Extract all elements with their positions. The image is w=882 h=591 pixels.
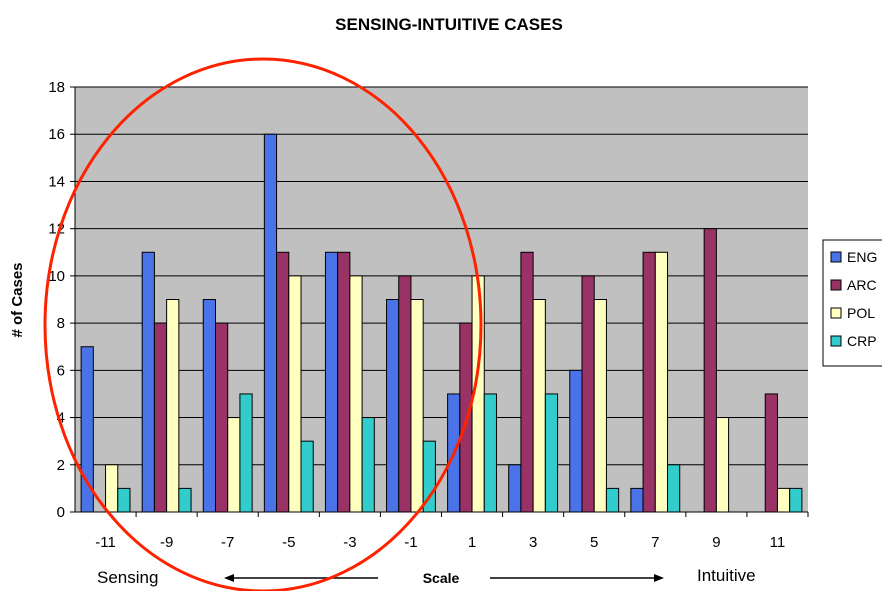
bar-crp--3 — [361, 417, 375, 513]
bar-crp-7 — [667, 464, 681, 513]
bar-pol--3 — [349, 275, 363, 513]
bar-pol-9 — [715, 417, 730, 513]
x-tick-label: 9 — [712, 534, 720, 551]
bar-arc--5 — [276, 251, 290, 513]
legend: ENG ARC POL CRP — [822, 239, 882, 367]
legend-label-arc: ARC — [847, 277, 877, 293]
highlight-ellipse — [43, 57, 483, 591]
bar-eng-5 — [569, 369, 583, 513]
bar-crp-1 — [483, 393, 497, 513]
bar-arc--9 — [153, 322, 168, 513]
x-tick-label: -9 — [160, 534, 173, 551]
y-tick-label: 18 — [48, 79, 65, 96]
y-tick-label: 0 — [57, 504, 65, 521]
bar-arc-9 — [703, 228, 717, 513]
gridlines — [75, 86, 808, 466]
legend-label-crp: CRP — [847, 333, 877, 349]
bar-eng--5 — [263, 133, 278, 513]
legend-label-eng: ENG — [847, 249, 877, 265]
legend-swatch-crp — [830, 335, 842, 347]
legend-label-pol: POL — [847, 305, 875, 321]
x-tick-label: -11 — [95, 534, 116, 551]
y-tick-label: 4 — [57, 410, 65, 427]
legend-swatch-eng — [830, 251, 842, 263]
y-tick-label: 6 — [57, 362, 65, 379]
bar-pol-3 — [532, 299, 546, 513]
x-ticks: -11 -9 -7 -5 -3 -1 1 3 5 7 9 11 — [95, 512, 809, 551]
legend-swatch-pol — [830, 307, 842, 319]
x-tick-label: -7 — [221, 534, 234, 551]
x-tick-label: -1 — [404, 534, 417, 551]
bar-eng-3 — [508, 464, 522, 513]
bar-pol--9 — [166, 299, 180, 513]
bar-pol-7 — [654, 251, 669, 513]
x-tick-label: -3 — [343, 534, 356, 551]
bar-crp--5 — [300, 440, 314, 513]
left-end-label: Sensing — [97, 568, 158, 587]
x-tick-label: 11 — [770, 534, 786, 551]
bar-eng--3 — [324, 251, 339, 513]
y-tick-label: 16 — [48, 126, 65, 143]
x-tick-label: 5 — [590, 534, 598, 551]
x-axis-label: Scale — [423, 570, 460, 586]
bar-arc-7 — [642, 251, 656, 513]
bar-pol--7 — [227, 417, 241, 513]
bar-arc-11 — [764, 393, 778, 513]
bar-eng--7 — [202, 299, 216, 513]
bar-arc--1 — [398, 275, 412, 513]
plot-area — [75, 87, 808, 512]
bar-crp-3 — [544, 393, 559, 513]
y-tick-label: 8 — [57, 315, 65, 332]
y-tick-label: 14 — [48, 173, 65, 190]
right-end-label: Intuitive — [697, 566, 756, 585]
left-arrow — [224, 574, 378, 582]
bar-arc-5 — [581, 275, 595, 513]
right-arrow — [490, 574, 664, 582]
x-tick-label: 1 — [468, 534, 476, 551]
x-tick-label: -5 — [282, 534, 295, 551]
y-axis-label: # of Cases — [9, 262, 26, 337]
bar-crp--7 — [239, 393, 253, 513]
legend-swatch-arc — [830, 279, 842, 291]
bar-crp--11 — [117, 487, 131, 513]
bar-crp--9 — [178, 487, 192, 513]
bar-arc-3 — [520, 251, 534, 513]
bar-pol--1 — [410, 299, 424, 513]
y-tick-label: 2 — [57, 457, 65, 474]
bar-arc--3 — [337, 251, 351, 513]
bar-pol--11 — [105, 464, 119, 513]
bar-crp-11 — [789, 487, 803, 513]
bar-eng-7 — [630, 487, 644, 513]
bar-crp-5 — [605, 487, 620, 513]
bar-pol--5 — [288, 275, 302, 513]
bar-arc--7 — [214, 322, 229, 513]
bar-eng--1 — [386, 299, 400, 513]
chart-title: SENSING-INTUITIVE CASES — [335, 15, 563, 34]
bar-eng--9 — [141, 251, 155, 513]
x-tick-label: 3 — [529, 534, 537, 551]
bar-pol-5 — [593, 299, 607, 513]
bar-pol-11 — [776, 487, 791, 513]
y-tick-label: 10 — [48, 268, 65, 285]
x-tick-label: 7 — [651, 534, 659, 551]
